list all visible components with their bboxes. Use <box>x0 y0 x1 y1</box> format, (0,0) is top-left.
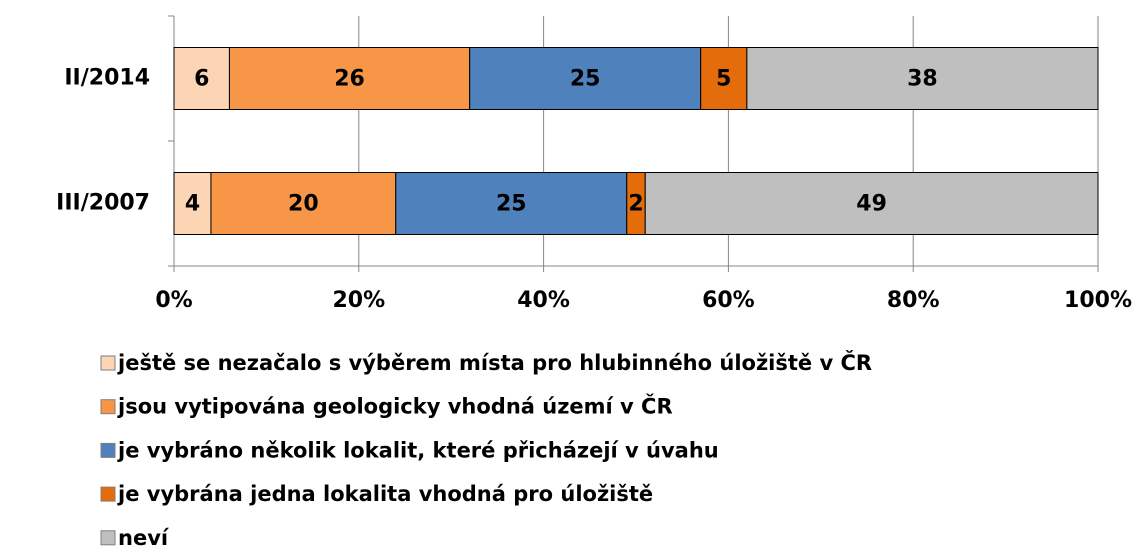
x-tick-label: 20% <box>332 288 385 313</box>
bar-segment <box>644 172 1099 235</box>
legend-swatch <box>100 530 116 546</box>
x-tick-label: 60% <box>702 288 755 313</box>
data-label: 38 <box>907 67 938 92</box>
legend-label: je vybráno několik lokalit, které přichá… <box>117 438 719 462</box>
data-label: 4 <box>185 192 200 217</box>
x-tick-label: 40% <box>517 288 570 313</box>
bar-segment <box>210 172 397 235</box>
data-label: 5 <box>716 67 731 92</box>
legend-swatch <box>100 399 116 415</box>
y-tick-label: II/2014 <box>64 66 150 91</box>
bar-segment <box>746 47 1099 110</box>
legend-label: ještě se nezačalo s výběrem místa pro hl… <box>117 350 872 375</box>
bar-segment <box>469 47 702 110</box>
x-tick-label: 100% <box>1064 288 1132 313</box>
bar-segment <box>228 47 471 110</box>
legend-label: neví <box>118 526 170 547</box>
data-label: 25 <box>570 67 601 92</box>
legend-label: je vybrána jedna lokalita vhodná pro úlo… <box>117 482 653 506</box>
legend-swatch <box>100 486 116 502</box>
legend-label: jsou vytipována geologicky vhodná území … <box>117 394 673 419</box>
data-label: 2 <box>628 192 643 217</box>
bar-segment <box>173 47 230 110</box>
x-tick-label: 0% <box>155 288 192 313</box>
data-label: 49 <box>856 192 887 217</box>
legend-swatch <box>100 442 116 458</box>
bar-segment <box>395 172 628 235</box>
data-label: 6 <box>194 67 209 92</box>
data-label: 26 <box>334 67 365 92</box>
legend-swatch <box>100 355 116 371</box>
y-tick-label: III/2007 <box>56 191 150 216</box>
x-tick-label: 80% <box>887 288 940 313</box>
data-label: 25 <box>496 192 527 217</box>
bar-segment <box>173 172 212 235</box>
data-label: 20 <box>288 192 319 217</box>
